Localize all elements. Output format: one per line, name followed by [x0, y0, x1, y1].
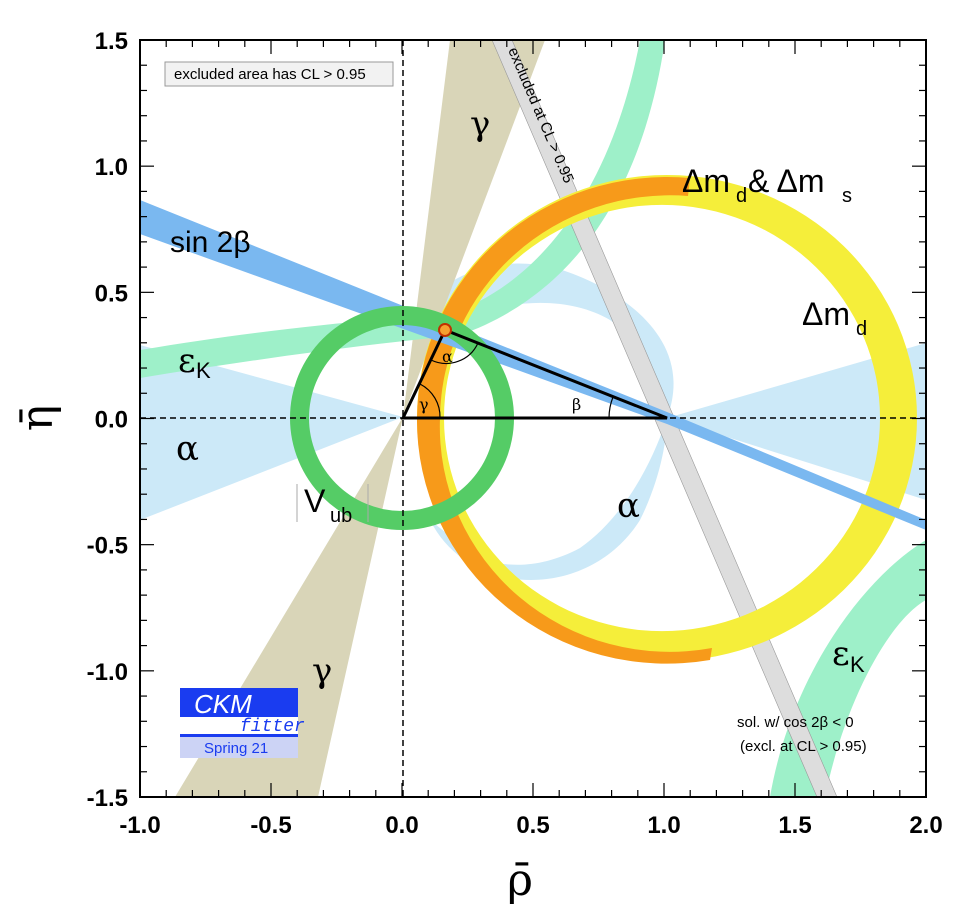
y-tick-label: -1.5 — [87, 785, 128, 812]
epsilon-k-lower-label: ε — [832, 634, 850, 674]
triangle-alpha-arc — [430, 342, 479, 365]
dm-pair-label-main: Δm — [682, 163, 730, 199]
gamma-bottom-label: γ — [312, 651, 332, 691]
x-tick-label: 1.5 — [778, 812, 811, 839]
x-tick-label: 0.5 — [516, 812, 549, 839]
apex-marker — [438, 323, 452, 337]
alpha-bottom-label: α — [617, 486, 640, 526]
x-tick-label: -1.0 — [119, 812, 160, 839]
y-tick-label: 0.5 — [95, 280, 128, 307]
dmd-label-sub: d — [856, 318, 867, 340]
logo-top-block — [180, 688, 298, 717]
triangle-gamma-arc — [419, 383, 441, 419]
epsilon-k-lower-sub: K — [850, 652, 865, 677]
logo-fitter-text: fitter — [240, 717, 305, 737]
triangle-beta-label: β — [572, 395, 581, 414]
logo-spring-text: Spring 21 — [204, 740, 268, 757]
y-tick-label: 0.0 — [95, 407, 128, 434]
logo-underline — [180, 734, 298, 737]
dm-pair-label-d: d — [736, 185, 747, 207]
triangle-gamma-label: γ — [419, 395, 429, 414]
logo-bottom-block — [180, 737, 298, 758]
epsilon-k-upper-label: ε — [178, 341, 196, 381]
epsilon-k-upper-sub: K — [196, 358, 211, 383]
cl-legend-text: excluded area has CL > 0.95 — [174, 66, 366, 83]
cl-legend: excluded area has CL > 0.95 — [164, 61, 394, 87]
ckmfitter-logo: CKM fitter Spring 21 — [180, 688, 305, 758]
logo-ckm-text: CKM — [194, 689, 252, 719]
cos2beta-solution-line2: (excl. at CL > 0.95) — [740, 738, 867, 755]
triangle-beta-arc — [608, 396, 614, 419]
x-tick-label: 0.0 — [385, 812, 418, 839]
y-tick-label: -1.0 — [87, 659, 128, 686]
logo-middle-block — [180, 717, 298, 736]
y-tick-label: 1.0 — [95, 154, 128, 181]
y-tick-label: 1.5 — [95, 28, 128, 55]
y-tick-label: -0.5 — [87, 533, 128, 560]
triangle-shape — [400, 328, 668, 420]
triangle-alpha-label: α — [442, 347, 453, 366]
dmd-label-main: Δm — [802, 296, 850, 332]
gamma-top-label: γ — [470, 104, 490, 144]
sin2beta-label: sin 2β — [170, 226, 251, 259]
vub-label-sub: ub — [330, 505, 352, 527]
gamma-band-region — [175, 40, 545, 797]
dm-pair-label-s: s — [842, 185, 852, 207]
cos2beta-solution-line1: sol. w/ cos 2β < 0 — [737, 714, 854, 731]
alpha-left-label: α — [176, 429, 199, 469]
x-axis-title: ρ̄ — [507, 855, 533, 906]
x-tick-label: 2.0 — [909, 812, 942, 839]
vub-label-main: V — [304, 483, 326, 519]
unitarity-triangle: α γ β — [400, 323, 668, 420]
x-tick-label: 1.0 — [647, 812, 680, 839]
cl-legend-box — [164, 61, 394, 87]
y-axis-title: η̄ — [12, 405, 63, 431]
x-axis-ticks: -1.0 -0.5 0.0 0.5 1.0 1.5 2.0 — [119, 40, 943, 839]
y-axis-ticks: 1.5 1.0 0.5 0.0 -0.5 -1.0 -1.5 — [87, 28, 926, 812]
x-tick-label: -0.5 — [250, 812, 291, 839]
dm-pair-label-mid: & Δm — [748, 163, 825, 199]
